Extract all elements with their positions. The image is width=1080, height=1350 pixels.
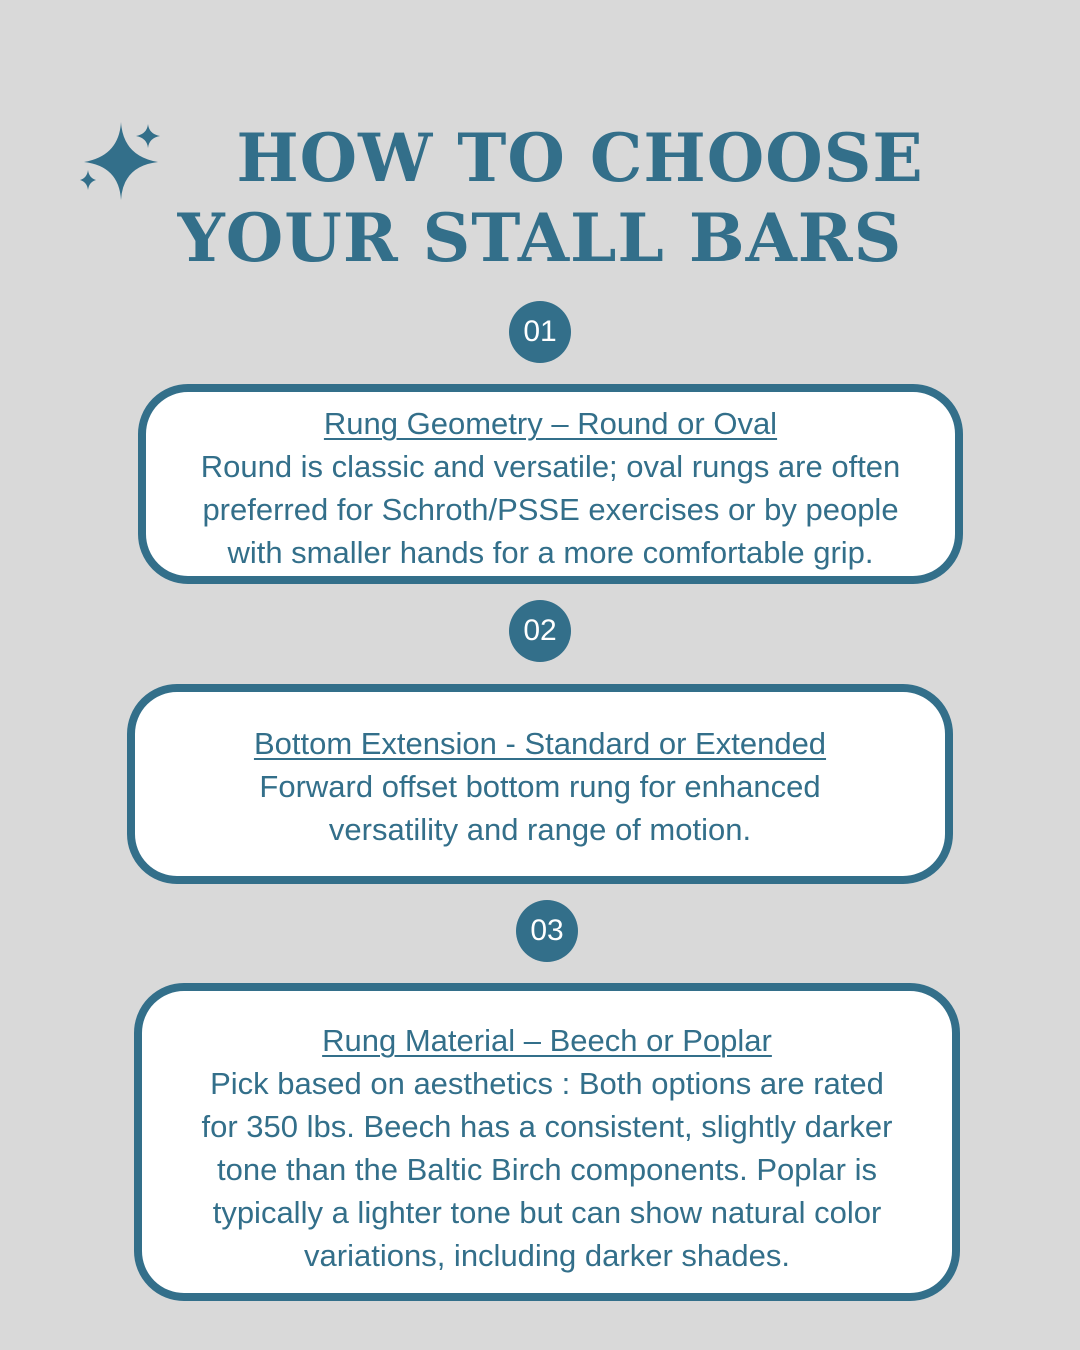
sparkle-icon [80, 122, 160, 200]
step-text-line: Pick based on aesthetics : Both options … [210, 1066, 884, 1101]
step-number-badge: 03 [516, 900, 578, 962]
step-heading: Rung Geometry – Round or Oval [323, 406, 778, 441]
step-heading: Bottom Extension - Standard or Extended [253, 726, 827, 761]
step-text-line: tone than the Baltic Birch components. P… [217, 1152, 877, 1187]
step-text-line: variations, including darker shades. [304, 1238, 790, 1273]
step-heading: Rung Material – Beech or Poplar [322, 1023, 772, 1058]
step-text-line: preferred for Schroth/PSSE exercises or … [202, 492, 899, 527]
step-text-line: Round is classic and versatile; oval run… [200, 449, 901, 484]
step-card: Bottom Extension - Standard or Extended … [127, 684, 953, 884]
step-number-badge: 01 [509, 301, 571, 363]
step-text-line: versatility and range of motion. [328, 812, 752, 847]
page-title-line1: HOW TO CHOOSE [236, 119, 924, 197]
step-text-line: Forward offset bottom rung for enhanced [259, 769, 821, 804]
step-card: Rung Material – Beech or Poplar Pick bas… [134, 983, 960, 1301]
step-text-line: with smaller hands for a more comfortabl… [227, 535, 874, 570]
page-title-line2: YOUR STALL BARS [177, 199, 903, 277]
step-text-line: typically a lighter tone but can show na… [212, 1195, 882, 1230]
step-card: Rung Geometry – Round or Oval Round is c… [138, 384, 963, 584]
step-number-badge: 02 [509, 600, 571, 662]
step-text-line: for 350 lbs. Beech has a consistent, sli… [201, 1109, 893, 1144]
